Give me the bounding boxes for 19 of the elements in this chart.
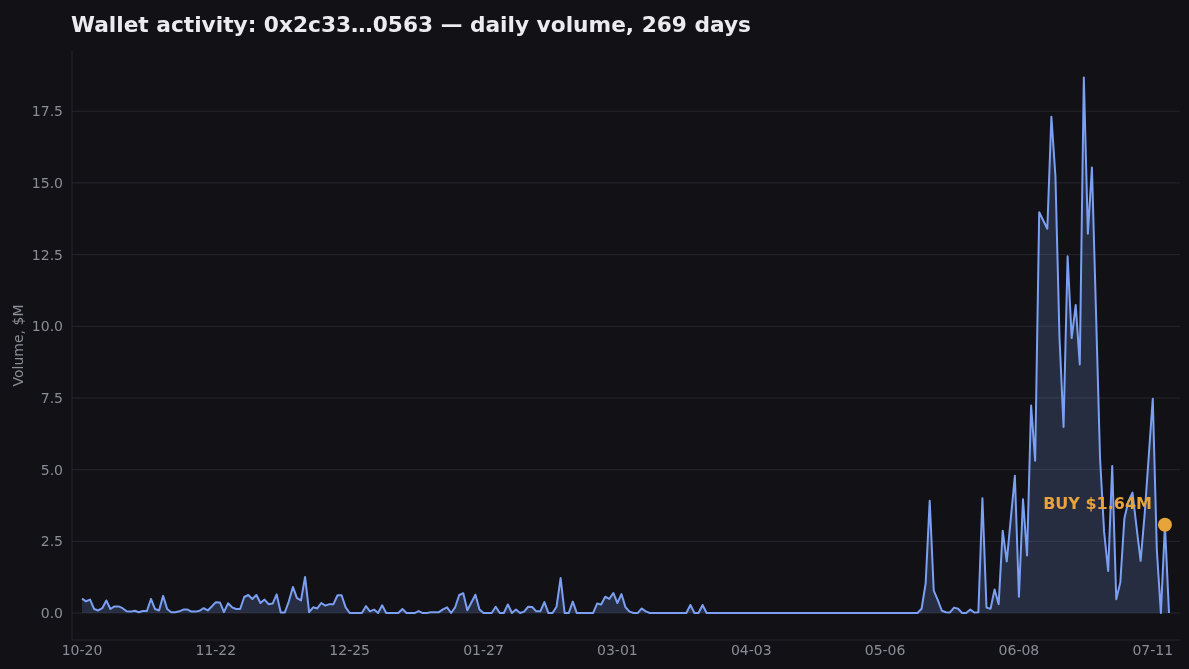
y-tick-label: 0.0 [40, 605, 63, 622]
x-tick-label: 04-03 [730, 641, 772, 658]
x-tick-label: 01-27 [463, 641, 504, 658]
y-tick-label: 5.0 [40, 461, 63, 478]
x-tick-label: 12-25 [329, 641, 371, 658]
y-axis-title: Volume, $M [10, 304, 26, 387]
x-tick-label: 03-01 [597, 641, 638, 658]
y-tick-label: 2.5 [40, 533, 63, 550]
x-tick-label: 06-08 [998, 641, 1040, 658]
y-tick-label: 12.5 [31, 246, 63, 263]
y-tick-label: 7.5 [40, 389, 63, 406]
y-tick-label: 15.0 [31, 174, 63, 191]
x-tick-label: 11-22 [195, 641, 237, 658]
chart-title: Wallet activity: 0x2c33…0563 — daily volume, 269 days [71, 11, 751, 39]
y-tick-label: 10.0 [31, 318, 63, 335]
x-tick-label: 10-20 [61, 641, 103, 658]
y-tick-label: 17.5 [31, 103, 63, 120]
x-tick-label: 07-11 [1132, 641, 1174, 658]
x-tick-label: 05-06 [864, 641, 906, 658]
